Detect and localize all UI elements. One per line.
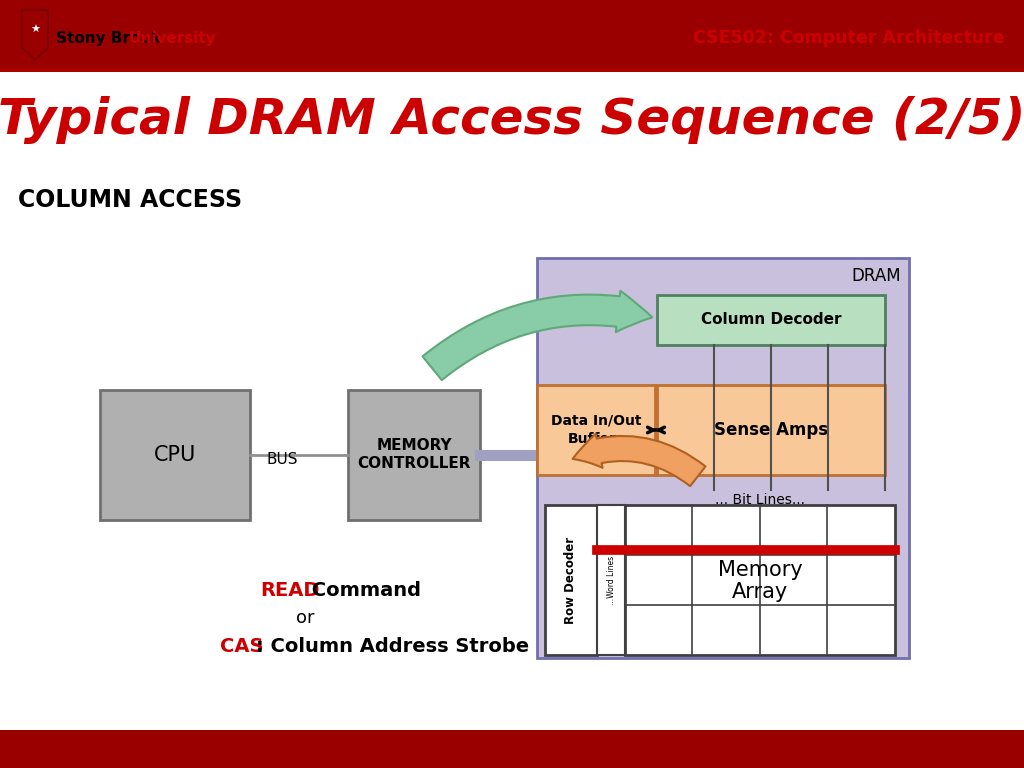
Bar	[0, 730, 1024, 768]
Text: Column Decoder: Column Decoder	[700, 313, 842, 327]
Text: Command: Command	[305, 581, 421, 600]
Bar	[657, 385, 885, 475]
Text: Memory: Memory	[718, 560, 803, 580]
Text: ★: ★	[30, 25, 40, 35]
Text: University: University	[129, 31, 217, 45]
Text: Array: Array	[732, 582, 788, 602]
Text: Stony Brook: Stony Brook	[56, 31, 166, 45]
Text: COLUMN ACCESS: COLUMN ACCESS	[18, 188, 242, 212]
Text: Data In/Out: Data In/Out	[551, 414, 641, 428]
Text: MEMORY: MEMORY	[376, 439, 452, 453]
FancyArrowPatch shape	[572, 434, 706, 486]
Text: Buffers: Buffers	[567, 432, 625, 446]
Text: or: or	[296, 609, 314, 627]
Bar	[0, 68, 1024, 72]
Bar	[657, 295, 885, 345]
Bar	[0, 0, 1024, 68]
Bar	[348, 390, 480, 520]
Text: Sense Amps: Sense Amps	[714, 421, 828, 439]
Text: CPU: CPU	[154, 445, 197, 465]
Bar	[537, 258, 909, 658]
Polygon shape	[22, 10, 48, 60]
Bar	[545, 505, 597, 655]
Text: ... Bit Lines...: ... Bit Lines...	[715, 493, 805, 507]
Text: CAS: CAS	[220, 637, 263, 656]
Bar	[597, 505, 625, 655]
Text: CSE502: Computer Architecture: CSE502: Computer Architecture	[693, 29, 1005, 47]
Text: ...Word Lines: ...Word Lines	[606, 555, 615, 604]
Text: : Column Address Strobe: : Column Address Strobe	[256, 637, 529, 656]
Text: DRAM: DRAM	[851, 267, 901, 285]
Bar	[625, 505, 895, 655]
Bar	[0, 68, 1024, 728]
Text: Typical DRAM Access Sequence (2/5): Typical DRAM Access Sequence (2/5)	[0, 96, 1024, 144]
Bar	[537, 385, 655, 475]
Bar	[100, 390, 250, 520]
Text: CONTROLLER: CONTROLLER	[357, 456, 471, 472]
Text: READ: READ	[260, 581, 319, 600]
FancyArrowPatch shape	[423, 291, 652, 380]
Text: Row Decoder: Row Decoder	[564, 536, 578, 624]
Text: BUS: BUS	[266, 452, 298, 468]
